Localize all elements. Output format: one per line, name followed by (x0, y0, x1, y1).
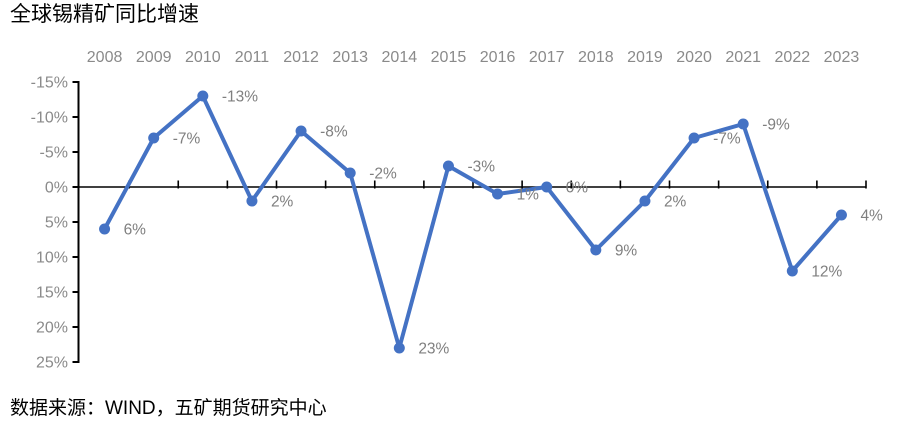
x-axis-year-label: 2013 (332, 49, 368, 66)
data-point-marker (99, 223, 111, 235)
data-point-marker (786, 265, 798, 277)
data-point-label: 0% (566, 180, 589, 197)
x-axis-year-label: 2019 (627, 49, 663, 66)
data-point-marker (590, 244, 602, 256)
data-point-marker (295, 125, 307, 137)
data-point-label: 12% (811, 264, 842, 281)
x-axis-year-label: 2022 (775, 49, 811, 66)
y-axis-tick-label: 5% (45, 215, 68, 232)
data-point-label: 6% (124, 222, 147, 239)
data-point-label: 2% (664, 194, 687, 211)
y-axis-tick-label: 15% (36, 285, 68, 302)
y-axis-tick-label: -10% (31, 110, 68, 127)
y-axis-tick-label: 25% (36, 355, 68, 372)
x-axis-year-label: 2014 (382, 49, 418, 66)
y-axis-tick-label: 10% (36, 250, 68, 267)
data-point-label: 4% (860, 208, 883, 225)
x-axis-year-label: 2016 (480, 49, 516, 66)
y-axis-tick-label: -5% (40, 145, 68, 162)
data-point-label: -7% (173, 131, 201, 148)
data-point-label: -8% (320, 124, 348, 141)
y-axis-tick-label: 0% (45, 180, 68, 197)
x-axis-year-label: 2023 (824, 49, 860, 66)
data-point-marker (197, 90, 209, 102)
data-point-marker (688, 132, 700, 144)
data-point-marker (148, 132, 160, 144)
data-point-label: -13% (222, 89, 258, 106)
data-point-marker (835, 209, 847, 221)
data-point-label: -2% (369, 166, 397, 183)
x-axis-year-label: 2008 (87, 49, 123, 66)
x-axis-year-label: 2017 (529, 49, 565, 66)
data-point-label: -9% (762, 117, 790, 134)
data-point-marker (246, 195, 258, 207)
chart-title: 全球锡精矿同比增速 (10, 3, 199, 26)
data-point-marker (639, 195, 651, 207)
data-point-marker (393, 342, 405, 354)
data-point-label: 9% (615, 243, 638, 260)
data-source-note: 数据来源：WIND，五矿期货研究中心 (10, 398, 327, 419)
data-point-marker (492, 188, 504, 200)
data-point-marker (442, 160, 454, 172)
data-point-label: 1% (517, 187, 540, 204)
data-point-label: -3% (467, 159, 495, 176)
data-point-label: 2% (271, 194, 294, 211)
y-axis-tick-label: 20% (36, 320, 68, 337)
x-axis-year-label: 2011 (235, 49, 270, 66)
x-axis-year-label: 2020 (676, 49, 712, 66)
x-axis-year-label: 2015 (431, 49, 467, 66)
x-axis-year-label: 2018 (578, 49, 614, 66)
x-axis-year-label: 2021 (725, 49, 761, 66)
data-series-line (102, 94, 844, 350)
x-axis-year-label: 2010 (185, 49, 221, 66)
data-point-label: 23% (418, 341, 449, 358)
data-point-label: -7% (713, 131, 741, 148)
y-axis-tick-label: -15% (31, 75, 68, 92)
x-axis-year-label: 2012 (283, 49, 319, 66)
data-point-marker (737, 118, 749, 130)
data-point-marker (541, 181, 553, 193)
x-axis-year-label: 2009 (136, 49, 172, 66)
data-point-marker (344, 167, 356, 179)
